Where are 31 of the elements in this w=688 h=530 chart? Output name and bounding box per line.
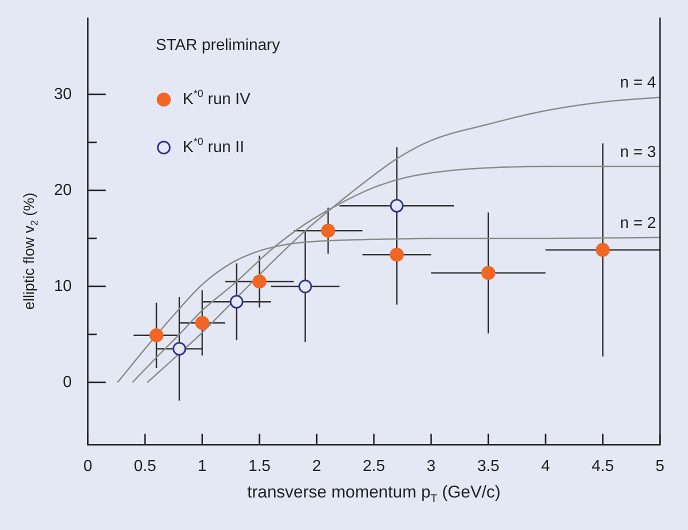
x-tick-label: 1.5 — [248, 458, 271, 475]
point — [252, 274, 266, 289]
point — [596, 242, 610, 257]
series-label: n = 3 — [620, 144, 656, 161]
x-tick-label: 0 — [83, 458, 92, 475]
x-tick-label: 4 — [541, 458, 550, 475]
x-tick-label: 4.5 — [592, 458, 614, 475]
annotation: STAR preliminary — [156, 37, 280, 54]
point — [481, 266, 496, 280]
series-label: n = 4 — [620, 74, 656, 92]
y-tick-label: 20 — [54, 182, 72, 199]
x-tick-label: 2.5 — [362, 458, 386, 475]
point — [321, 224, 336, 238]
point — [390, 248, 404, 262]
x-tick-label: 3 — [426, 458, 436, 475]
y-axis-title: elliptic flow v2 (%) — [20, 192, 41, 310]
x-tick-label: 0.5 — [134, 458, 156, 475]
y-tick-label: 0 — [62, 374, 72, 391]
series-label: n = 2 — [620, 214, 656, 232]
point — [172, 342, 186, 356]
x-tick-label: 1 — [198, 458, 207, 475]
point — [149, 328, 164, 342]
x-tick-label: 3.5 — [477, 458, 500, 475]
y-tick-label: 10 — [54, 278, 72, 295]
point — [298, 280, 312, 294]
point — [390, 198, 404, 213]
point — [195, 316, 210, 330]
x-tick-label: 2 — [312, 458, 322, 475]
point — [230, 294, 244, 309]
x-tick-label: 5 — [656, 458, 665, 475]
y-tick-label: 30 — [54, 86, 72, 103]
